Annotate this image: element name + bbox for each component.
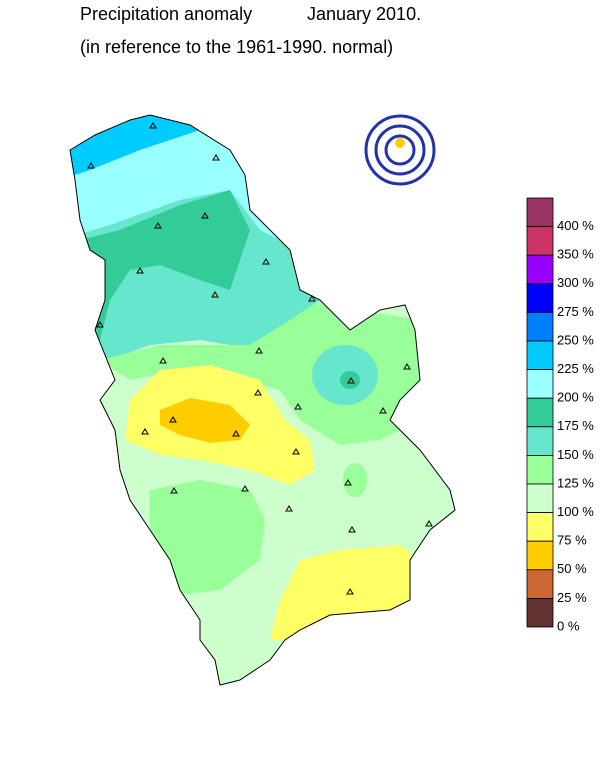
legend: 400 % 350 % 300 % 275 % 250 % 225 % 200 % 175 %… <box>526 197 594 633</box>
legend-swatch <box>526 483 554 514</box>
legend-swatch <box>526 340 554 371</box>
legend-label: 25 % <box>557 590 587 605</box>
legend-label: 300 % <box>557 275 594 290</box>
legend-label: 75 % <box>557 533 587 548</box>
legend-swatch <box>526 254 554 285</box>
legend-swatch <box>526 598 554 628</box>
date: January 2010. <box>307 4 421 24</box>
legend-swatch <box>526 569 554 599</box>
legend-label: 150 % <box>557 447 594 462</box>
legend-label: 100 % <box>557 504 594 519</box>
legend-label: 200 % <box>557 390 594 405</box>
legend-label: 0 % <box>557 618 580 633</box>
logo <box>364 114 436 186</box>
legend-swatch <box>526 369 554 399</box>
legend-label: 50 % <box>557 561 587 576</box>
legend-swatch <box>526 397 554 428</box>
legend-label: 250 % <box>557 332 594 347</box>
map-zones <box>70 115 455 685</box>
legend-label: 125 % <box>557 475 594 490</box>
legend-swatch <box>526 197 554 228</box>
legend-label: 275 % <box>557 304 594 319</box>
subtitle: (in reference to the 1961-1990. normal) <box>80 37 393 57</box>
legend-swatch <box>526 512 554 542</box>
legend-label: 225 % <box>557 361 594 376</box>
legend-label: 350 % <box>557 247 594 262</box>
legend-label: 175 % <box>557 418 594 433</box>
legend-swatch <box>526 226 554 256</box>
legend-swatch <box>526 311 554 342</box>
stations <box>87 122 433 595</box>
legend-label: 400 % <box>557 218 594 233</box>
legend-swatch <box>526 426 554 456</box>
title: Precipitation anomaly <box>80 4 252 24</box>
legend-swatch <box>526 283 554 313</box>
legend-swatch <box>526 540 554 571</box>
legend-swatch <box>526 454 554 485</box>
